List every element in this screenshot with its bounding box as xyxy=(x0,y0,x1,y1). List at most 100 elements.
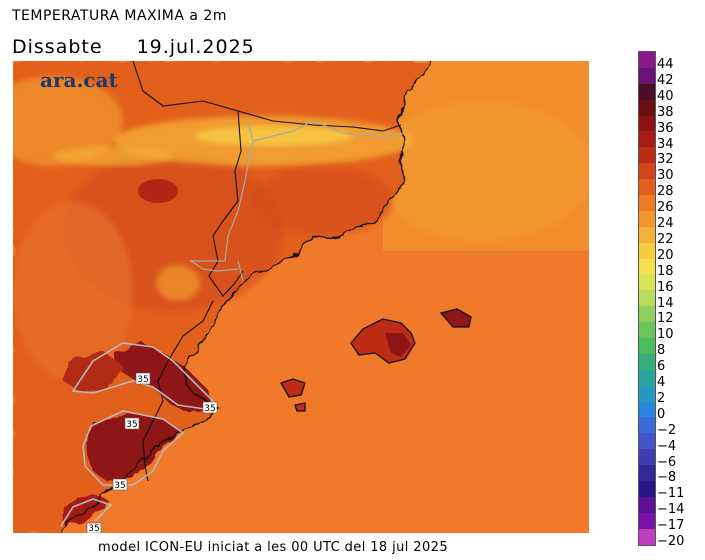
legend-color-step xyxy=(639,226,655,243)
legend-label: 24 xyxy=(657,216,674,232)
legend-color-step xyxy=(639,369,655,386)
ibiza-island xyxy=(280,378,306,398)
temperature-legend xyxy=(638,51,656,546)
legend-color-step xyxy=(639,353,655,370)
legend-color-step xyxy=(639,210,655,227)
forecast-date: 19.jul.2025 xyxy=(136,36,255,58)
legend-label: 42 xyxy=(657,72,674,88)
legend-label: 22 xyxy=(657,231,674,247)
svg-text:35: 35 xyxy=(137,375,148,385)
legend-color-step xyxy=(639,147,655,164)
legend-color-step xyxy=(639,417,655,434)
legend-color-step xyxy=(639,338,655,354)
forecast-day: Dissabte xyxy=(12,36,103,58)
legend-color-step xyxy=(639,401,655,418)
legend-color-step xyxy=(639,52,655,68)
contour-label-3: 35 xyxy=(124,417,140,430)
hot-zone-south xyxy=(87,413,183,483)
legend-label: 8 xyxy=(657,343,666,359)
forecast-date-row: Dissabte 19.jul.2025 xyxy=(12,36,255,58)
legend-label: 12 xyxy=(657,311,674,327)
legend-label: 28 xyxy=(657,184,674,200)
legend-color-step xyxy=(639,496,655,513)
hot-zone-north xyxy=(113,343,211,413)
legend-color-step xyxy=(639,83,655,100)
legend-label: 44 xyxy=(657,57,674,72)
legend-color-step xyxy=(639,242,655,259)
legend-labels: 44 42 40 38 36 34 32 30 28 26 24 22 20 18 16 14 12 10 8 6 4 2… xyxy=(657,51,702,550)
legend-label: −6 xyxy=(657,454,677,470)
pyrenees-peak-zone-2 xyxy=(53,146,173,166)
legend-label: 2 xyxy=(657,390,666,406)
legend-label: 20 xyxy=(657,247,674,263)
legend-color-step xyxy=(639,274,655,291)
legend-color-step xyxy=(639,290,655,307)
legend-color-step xyxy=(639,163,655,180)
svg-text:35: 35 xyxy=(204,404,215,414)
contour-label-5: 35 xyxy=(86,522,102,533)
legend-label: −14 xyxy=(657,502,685,518)
legend-label: 26 xyxy=(657,200,674,216)
legend-label: −17 xyxy=(657,518,685,534)
legend-color-step xyxy=(639,528,655,545)
legend-label: 10 xyxy=(657,327,674,343)
hot-zone-west xyxy=(63,351,123,391)
ebro-valley-hot xyxy=(138,179,178,203)
map-canvas: 35 35 35 35 35 xyxy=(13,61,589,533)
legend-label: −20 xyxy=(657,534,685,550)
legend-label: 34 xyxy=(657,136,674,152)
legend-color-step xyxy=(639,115,655,132)
legend-color-step xyxy=(639,258,655,275)
legend-label: 40 xyxy=(657,88,674,104)
catalonia-interior xyxy=(253,166,393,236)
legend-label: 30 xyxy=(657,168,674,184)
svg-text:35: 35 xyxy=(88,524,99,533)
legend-color-step xyxy=(639,179,655,196)
western-plain xyxy=(13,201,133,381)
mallorca-hot-core xyxy=(385,333,411,357)
southern-cool-spot xyxy=(156,265,200,301)
regional-borders xyxy=(132,61,402,482)
contour-label-1: 35 xyxy=(135,372,151,385)
svg-text:35: 35 xyxy=(114,481,125,491)
legend-color-step xyxy=(639,306,655,323)
formentera-island xyxy=(294,402,306,412)
legend-label: 38 xyxy=(657,104,674,120)
legend-label: −11 xyxy=(657,486,685,502)
isotherm-35-southwest xyxy=(60,498,113,527)
legend-label: 32 xyxy=(657,152,674,168)
sea-cool-patch-2 xyxy=(373,101,589,241)
legend-label: 4 xyxy=(657,375,666,391)
legend-label: 16 xyxy=(657,279,674,295)
legend-label: 36 xyxy=(657,120,674,136)
mountain-cool-zone xyxy=(13,76,123,166)
legend-color-step xyxy=(639,449,655,466)
legend-label: 6 xyxy=(657,359,666,375)
contour-label-4: 35 xyxy=(112,478,128,491)
brand-logo: ara.cat xyxy=(40,68,118,92)
legend-color-step xyxy=(639,385,655,402)
legend-color-step xyxy=(639,67,655,84)
legend-color-step xyxy=(639,195,655,211)
legend-label: 0 xyxy=(657,406,666,422)
menorca-island xyxy=(439,308,472,328)
legend-color-step xyxy=(639,99,655,116)
legend-label: −4 xyxy=(657,438,677,454)
model-info-footer: model ICON-EU iniciat a les 00 UTC del 1… xyxy=(98,540,448,555)
legend-label: −8 xyxy=(657,470,677,486)
legend-label: 14 xyxy=(657,295,674,311)
legend-label: 18 xyxy=(657,263,674,279)
legend-color-step xyxy=(639,481,655,497)
legend-color-step xyxy=(639,433,655,450)
legend-color-step xyxy=(639,465,655,482)
legend-color-step xyxy=(639,512,655,529)
province-borders xyxy=(189,120,406,282)
legend-label: −2 xyxy=(657,422,677,438)
legend-color-step xyxy=(639,322,655,339)
coastline xyxy=(58,61,434,533)
temperature-map: 35 35 35 35 35 ara.cat xyxy=(13,61,589,533)
svg-text:35: 35 xyxy=(126,420,137,430)
legend-color-step xyxy=(639,131,655,148)
map-title: TEMPERATURA MAXIMA a 2m xyxy=(12,8,227,24)
contour-label-2: 35 xyxy=(202,401,218,414)
